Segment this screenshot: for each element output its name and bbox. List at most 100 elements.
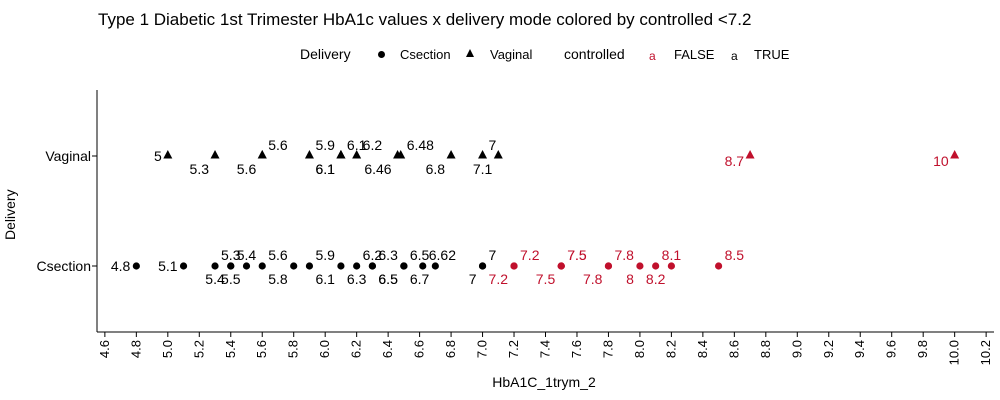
point-vaginal — [304, 150, 314, 159]
point-label: 6.1 — [315, 271, 335, 287]
point-vaginal — [210, 150, 220, 159]
point-vaginal — [163, 150, 173, 159]
point-label: 7.8 — [583, 271, 603, 287]
point-label: 6.3 — [347, 271, 367, 287]
x-tick-label: 4.6 — [97, 340, 112, 358]
x-tick-label: 7.6 — [569, 340, 584, 358]
point-label: 5.4 — [237, 247, 257, 263]
point-csection — [242, 262, 251, 270]
x-tick-label: 9.2 — [821, 340, 836, 358]
point-label: 5.6 — [268, 247, 288, 263]
point-label: 5.9 — [315, 137, 335, 153]
point-vaginal — [257, 150, 267, 159]
point-label: 5.8 — [268, 271, 288, 287]
y-tick-label: Vaginal — [45, 148, 91, 164]
legend-triangle-icon — [466, 49, 474, 57]
x-tick-label: 9.4 — [852, 340, 867, 358]
x-tick-label: 7.8 — [600, 340, 615, 358]
point-label: 6.62 — [429, 247, 456, 263]
point-csection — [419, 262, 427, 270]
point-label: 6.8 — [426, 161, 446, 177]
point-csection — [557, 262, 565, 270]
legend-entry-csection: Csection — [400, 47, 451, 62]
x-tick-label: 6.4 — [380, 340, 395, 358]
point-label: 7.5 — [536, 271, 556, 287]
point-label: 5.9 — [315, 247, 335, 263]
point-label: 7 — [469, 271, 477, 287]
point-label: 8.7 — [725, 153, 745, 169]
point-label: 7 — [489, 137, 497, 153]
point-vaginal — [478, 150, 488, 159]
legend-entry-vaginal: Vaginal — [490, 47, 533, 62]
point-csection — [290, 262, 298, 270]
legend-false-key-icon: a — [649, 49, 656, 63]
point-label: 7.2 — [489, 271, 509, 287]
point-vaginal — [745, 150, 755, 159]
x-tick-label: 7.2 — [506, 340, 521, 358]
x-tick-label: 9.6 — [884, 340, 899, 358]
x-tick-label: 5.4 — [223, 340, 238, 358]
point-label: 5 — [154, 148, 162, 164]
point-label: 6.2 — [363, 137, 383, 153]
x-tick-label: 5.8 — [286, 340, 301, 358]
point-label: 5.3 — [190, 161, 210, 177]
x-tick-label: 10.0 — [947, 340, 962, 365]
legend-shape-title: Delivery — [300, 46, 351, 62]
point-label: 6.2 — [363, 247, 383, 263]
point-csection — [211, 262, 219, 270]
point-vaginal — [493, 150, 503, 159]
point-csection — [368, 262, 376, 270]
point-vaginal — [950, 150, 960, 159]
point-label: 8.1 — [662, 247, 682, 263]
point-label: 4.8 — [111, 258, 131, 274]
x-tick-label: 9.8 — [915, 340, 930, 358]
point-label: 5.4 — [205, 271, 225, 287]
point-label: 5.6 — [268, 137, 288, 153]
point-label: 6.5 — [378, 271, 398, 287]
point-label: 6.1 — [347, 137, 367, 153]
point-label: 6.7 — [410, 271, 430, 287]
point-label: 6.1 — [315, 161, 335, 177]
x-tick-label: 7.4 — [538, 340, 553, 358]
point-csection — [715, 262, 723, 270]
point-csection — [478, 262, 487, 270]
point-csection — [667, 262, 675, 270]
legend-entry-false: FALSE — [674, 47, 715, 62]
point-vaginal — [336, 150, 346, 159]
x-tick-label: 8.6 — [726, 340, 741, 358]
point-csection — [132, 262, 140, 270]
point-csection — [652, 262, 660, 270]
point-csection — [179, 262, 188, 270]
point-label: 6.46 — [364, 161, 391, 177]
point-label: 7 — [489, 247, 497, 263]
x-tick-label: 8.2 — [663, 340, 678, 358]
point-csection — [337, 262, 345, 270]
x-tick-label: 6.6 — [412, 340, 427, 358]
point-label: 8.2 — [646, 271, 666, 287]
legend-entry-true: TRUE — [754, 47, 790, 62]
point-label: 5.5 — [221, 271, 241, 287]
point-csection — [305, 262, 314, 270]
x-tick-label: 10.2 — [978, 340, 993, 365]
x-tick-label: 7.0 — [475, 340, 490, 358]
point-label: 7.5 — [567, 247, 587, 263]
point-vaginal — [446, 150, 456, 159]
point-csection — [604, 262, 613, 270]
x-tick-label: 5.6 — [254, 340, 269, 358]
point-label: 6.3 — [378, 247, 398, 263]
point-csection — [353, 262, 361, 270]
point-csection — [431, 262, 439, 270]
point-label: 6.1 — [315, 161, 335, 177]
point-label: 5.3 — [221, 247, 241, 263]
point-label: 7.2 — [520, 247, 540, 263]
point-label: 10 — [933, 153, 949, 169]
chart-title: Type 1 Diabetic 1st Trimester HbA1c valu… — [98, 10, 752, 29]
x-axis-title: HbA1C_1trym_2 — [492, 374, 596, 390]
point-label: 7.1 — [473, 161, 493, 177]
point-csection — [258, 262, 266, 270]
point-label: 5.1 — [158, 258, 178, 274]
x-axis-title-wrap: HbA1C_1trym_2 — [0, 374, 1000, 390]
x-tick-label: 8.4 — [695, 340, 710, 358]
point-label: 7.8 — [614, 247, 634, 263]
